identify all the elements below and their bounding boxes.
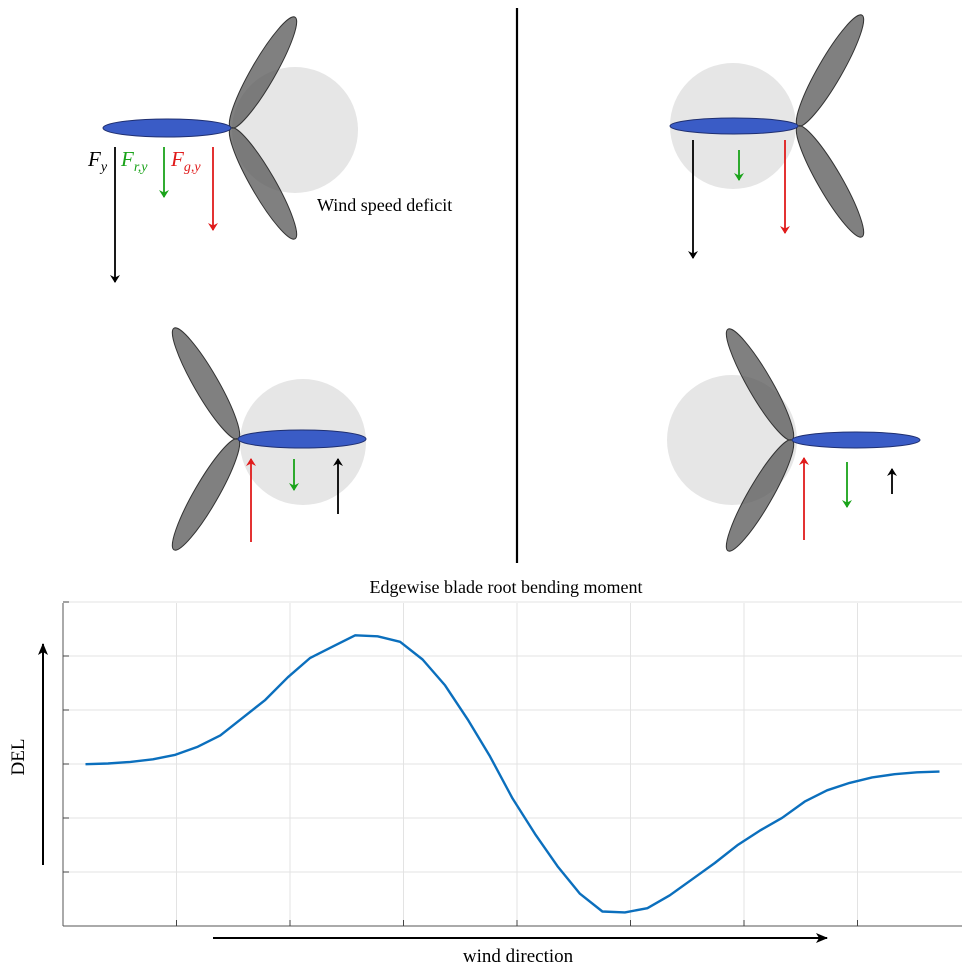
horizontal-blade	[669, 117, 799, 135]
chart-grid	[63, 601, 962, 926]
del-chart: Edgewise blade root bending moment DEL w…	[8, 577, 962, 967]
horizontal-blade	[791, 431, 921, 449]
panel-top-left: Fy Fr,y Fg,y Wind speed deficit	[87, 16, 452, 283]
gravity-force-label: Fg,y	[170, 147, 201, 175]
chart-ylabel: DEL	[8, 739, 29, 776]
chart-title: Edgewise blade root bending moment	[370, 577, 643, 597]
panel-bottom-left	[171, 327, 367, 551]
turbine-blade-up	[795, 14, 865, 127]
chart-ticks	[63, 601, 858, 926]
panel-bottom-right	[667, 328, 921, 552]
del-series-line	[85, 634, 940, 914]
horizontal-blade	[237, 429, 367, 449]
turbine-blade-up	[171, 327, 241, 440]
chart-xlabel: wind direction	[463, 946, 574, 967]
panel-top-right	[669, 14, 865, 259]
wind-speed-deficit-label: Wind speed deficit	[317, 195, 452, 215]
turbine-blade-down	[171, 438, 241, 551]
horizontal-blade	[102, 118, 232, 138]
turbine-blade-down	[795, 125, 865, 238]
total-force-label: Fy	[87, 147, 108, 175]
rotational-force-label: Fr,y	[120, 147, 148, 175]
